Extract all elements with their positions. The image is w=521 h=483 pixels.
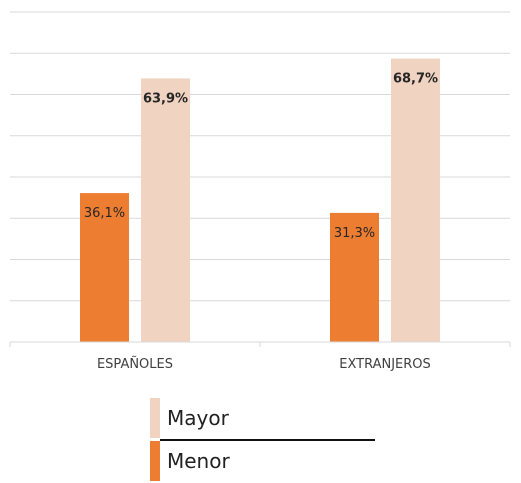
data-labels: 36,1% 63,9% 31,3% 68,7% [84, 72, 438, 241]
legend-label-menor: Menor [167, 449, 230, 473]
bar-menor [330, 212, 379, 342]
bar-chart: ESPAÑOLES EXTRANJEROS 36,1% 63,9% 31,3% 68,7… [9, 11, 511, 372]
data-label: 63,9% [143, 91, 188, 106]
legend: Mayor Menor [150, 398, 380, 481]
bar-mayor [141, 78, 190, 342]
x-tick-label: EXTRANJEROS [339, 357, 431, 372]
x-axis: ESPAÑOLES EXTRANJEROS [9, 341, 511, 372]
data-label: 31,3% [334, 226, 375, 241]
bar-menor [80, 193, 129, 342]
bar-mayor [391, 58, 440, 343]
legend-swatch-menor [150, 441, 160, 481]
legend-label-mayor: Mayor [167, 406, 229, 430]
data-label: 36,1% [84, 206, 125, 221]
bars [80, 58, 440, 343]
data-label: 68,7% [393, 72, 438, 87]
legend-item-menor: Menor [150, 441, 380, 481]
x-tick-label: ESPAÑOLES [97, 356, 173, 372]
legend-swatch-mayor [150, 398, 160, 438]
legend-divider [160, 439, 375, 441]
legend-item-mayor: Mayor [150, 398, 380, 438]
